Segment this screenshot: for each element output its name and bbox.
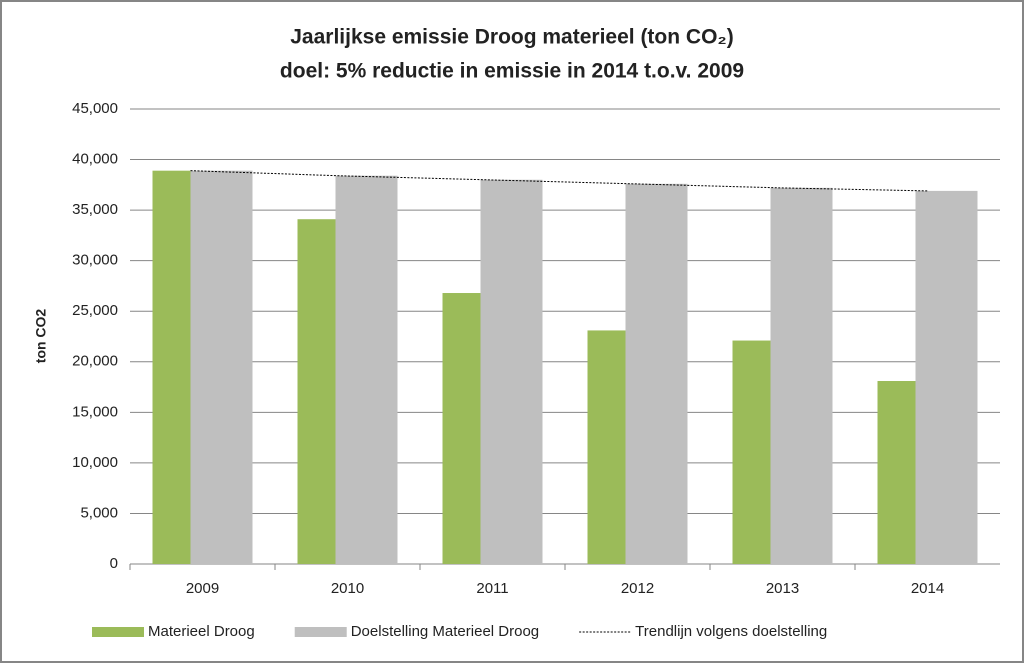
y-tick-label: 40,000	[72, 151, 118, 168]
x-tick-label: 2014	[911, 580, 944, 597]
bar	[297, 219, 336, 564]
y-tick-label: 10,000	[72, 454, 118, 471]
y-axis-title: ton CO2	[33, 309, 49, 364]
y-tick-label: 30,000	[72, 252, 118, 269]
legend-swatch	[92, 627, 144, 637]
x-tick-label: 2009	[186, 580, 219, 597]
y-tick-label: 25,000	[72, 302, 118, 319]
bar	[587, 330, 626, 564]
bar	[732, 340, 771, 564]
legend-swatch	[294, 627, 347, 637]
y-tick-label: 45,000	[72, 100, 118, 117]
bar	[442, 293, 481, 564]
legend-label: Doelstelling Materieel Droog	[351, 623, 539, 640]
y-tick-label: 20,000	[72, 353, 118, 370]
trend-line	[190, 170, 928, 192]
legend-label: Materieel Droog	[148, 623, 255, 640]
x-tick-label: 2010	[331, 580, 364, 597]
y-tick-label: 5,000	[80, 504, 118, 521]
bar	[480, 179, 543, 564]
x-tick-label: 2012	[621, 580, 654, 597]
bar	[770, 187, 833, 564]
bar	[625, 183, 688, 565]
y-tick-label: 0	[110, 555, 118, 572]
bar	[152, 170, 191, 564]
chart-subtitle: doel: 5% reductie in emissie in 2014 t.o…	[280, 60, 744, 83]
y-tick-label: 35,000	[72, 201, 118, 218]
bar	[335, 175, 398, 564]
bar	[877, 380, 916, 564]
bar	[190, 170, 253, 564]
legend-label: Trendlijn volgens doelstelling	[635, 623, 827, 640]
x-tick-label: 2013	[766, 580, 799, 597]
x-tick-label: 2011	[476, 580, 508, 597]
bar	[915, 190, 978, 564]
chart-title: Jaarlijkse emissie Droog materieel (ton …	[290, 26, 734, 49]
y-tick-label: 15,000	[72, 403, 118, 420]
